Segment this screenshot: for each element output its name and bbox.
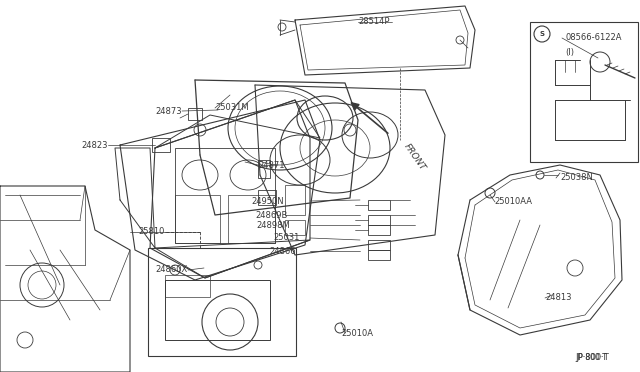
Text: 25010A: 25010A (341, 328, 373, 337)
Text: 24823: 24823 (81, 141, 108, 150)
Text: 25038N: 25038N (560, 173, 593, 183)
Text: 24898M: 24898M (256, 221, 290, 230)
Text: 24871: 24871 (258, 161, 285, 170)
Text: 24950N: 24950N (252, 196, 284, 205)
FancyBboxPatch shape (530, 22, 638, 162)
Text: 28514P: 28514P (358, 17, 390, 26)
Text: FRONT: FRONT (402, 142, 427, 172)
Text: 24866: 24866 (269, 247, 296, 256)
Text: 25031: 25031 (274, 234, 300, 243)
Text: 24813: 24813 (545, 294, 572, 302)
Text: JP·800·T: JP·800·T (576, 353, 607, 362)
FancyBboxPatch shape (148, 248, 296, 356)
Text: 25810: 25810 (139, 228, 165, 237)
Text: 24873: 24873 (156, 106, 182, 115)
Text: 25031M: 25031M (215, 103, 248, 112)
Text: 24869B: 24869B (255, 211, 288, 219)
Text: JP·800·T: JP·800·T (575, 353, 609, 362)
Text: (I): (I) (565, 48, 574, 57)
Text: 25010AA: 25010AA (494, 198, 532, 206)
Text: S: S (540, 31, 545, 37)
Text: 08566-6122A: 08566-6122A (565, 33, 621, 42)
Text: 24860X: 24860X (156, 266, 188, 275)
